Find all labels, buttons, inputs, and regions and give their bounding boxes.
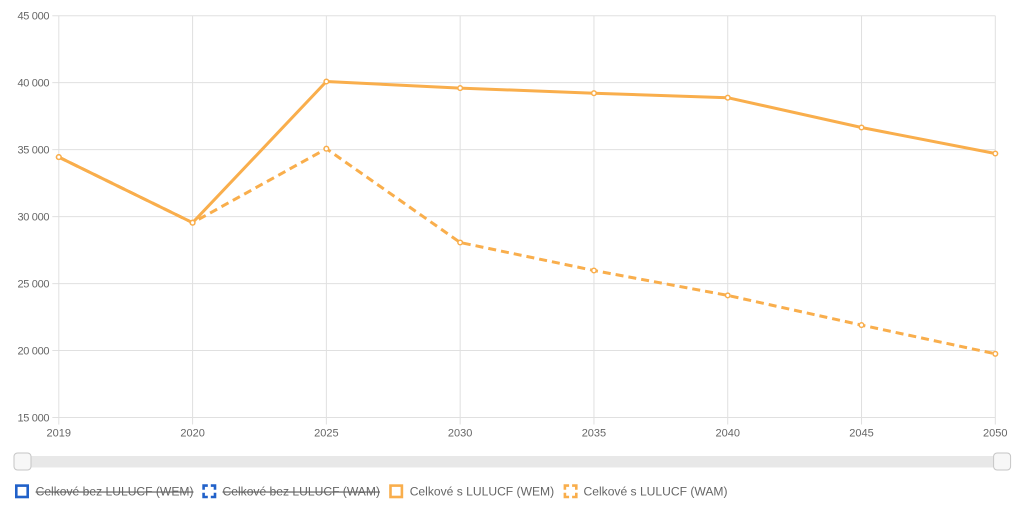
svg-text:35 000: 35 000	[18, 145, 50, 157]
svg-text:2019: 2019	[47, 428, 71, 440]
svg-text:Celkové bez LULUCF (WAM): Celkové bez LULUCF (WAM)	[223, 485, 380, 499]
svg-text:Celkové s LULUCF (WEM): Celkové s LULUCF (WEM)	[410, 485, 554, 499]
svg-text:Celkové bez LULUCF (WEM): Celkové bez LULUCF (WEM)	[36, 485, 194, 499]
svg-text:2030: 2030	[448, 428, 472, 440]
svg-text:25 000: 25 000	[18, 279, 50, 291]
svg-text:2035: 2035	[582, 428, 606, 440]
svg-text:2050: 2050	[983, 428, 1007, 440]
svg-text:30 000: 30 000	[18, 212, 50, 224]
svg-text:2045: 2045	[849, 428, 873, 440]
svg-text:2020: 2020	[180, 428, 204, 440]
svg-text:40 000: 40 000	[18, 78, 50, 90]
svg-text:45 000: 45 000	[18, 11, 50, 23]
svg-text:2025: 2025	[314, 428, 338, 440]
svg-text:15 000: 15 000	[18, 413, 50, 425]
svg-text:2040: 2040	[715, 428, 739, 440]
svg-text:Celkové s LULUCF (WAM): Celkové s LULUCF (WAM)	[584, 485, 728, 499]
svg-text:20 000: 20 000	[18, 346, 50, 358]
